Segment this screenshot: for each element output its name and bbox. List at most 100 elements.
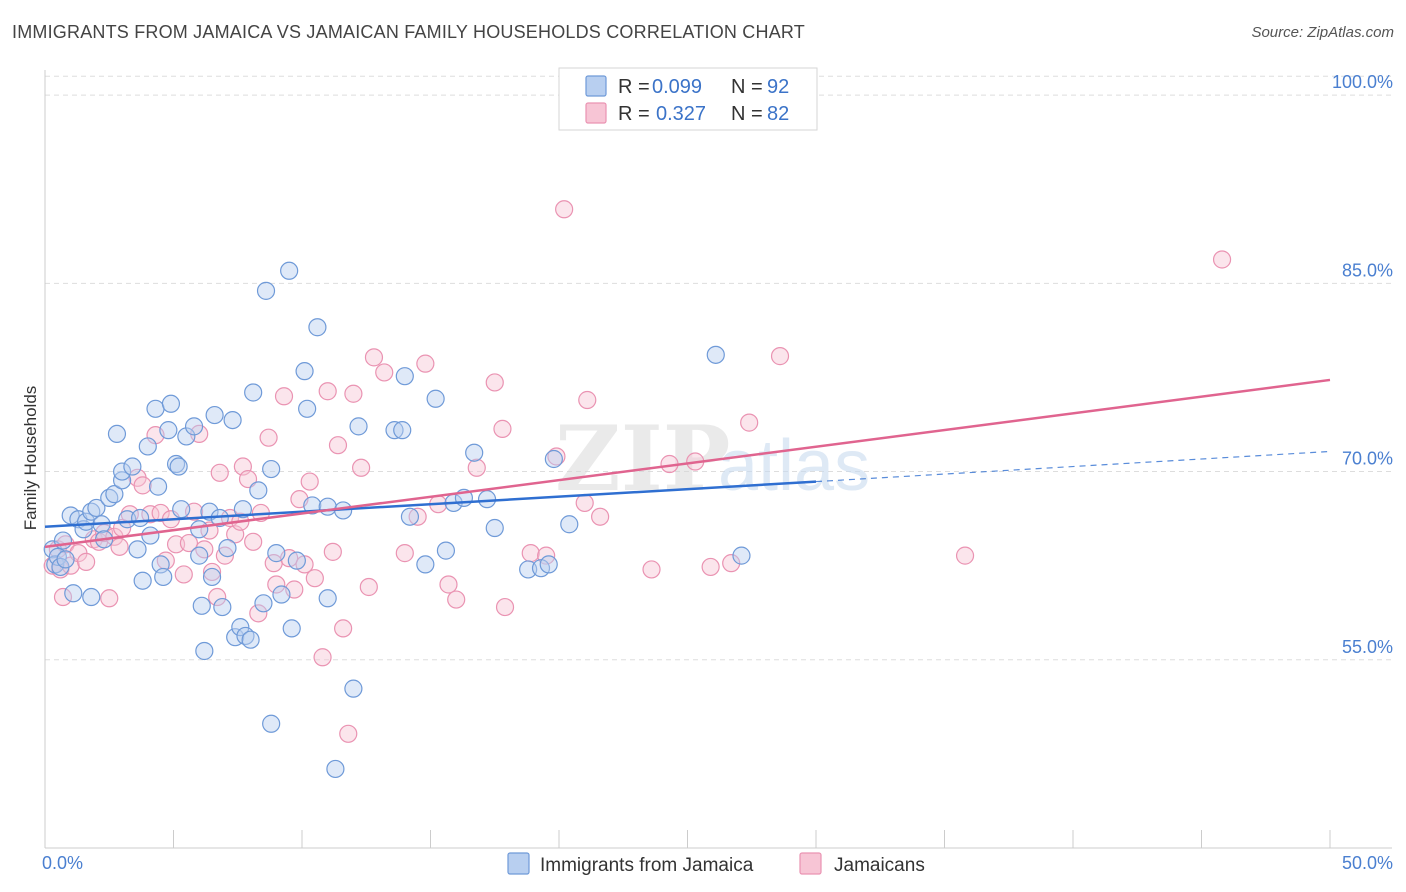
data-point-jamaicans	[770, 347, 790, 366]
data-point-immigrants-from-jamaica	[395, 367, 414, 386]
data-point-immigrants-from-jamaica	[282, 619, 301, 638]
data-point-immigrants-from-jamaica	[349, 417, 368, 436]
x-tick-label-end: 50.0%	[1342, 853, 1393, 873]
data-point-immigrants-from-jamaica	[393, 421, 412, 440]
data-point-immigrants-from-jamaica	[123, 457, 142, 476]
data-point-jamaicans	[313, 648, 332, 667]
data-point-immigrants-from-jamaica	[560, 515, 579, 534]
data-point-immigrants-from-jamaica	[138, 437, 157, 456]
data-point-immigrants-from-jamaica	[223, 411, 242, 430]
data-point-jamaicans	[174, 565, 193, 584]
data-point-immigrants-from-jamaica	[485, 518, 504, 538]
data-point-immigrants-from-jamaica	[385, 421, 404, 440]
data-point-jamaicans	[244, 532, 263, 551]
data-point-immigrants-from-jamaica	[539, 555, 558, 574]
data-point-immigrants-from-jamaica	[244, 383, 263, 402]
data-point-immigrants-from-jamaica	[706, 345, 725, 364]
data-point-jamaicans	[305, 569, 324, 588]
data-point-immigrants-from-jamaica	[133, 571, 152, 590]
data-point-jamaicans	[447, 590, 466, 609]
data-point-immigrants-from-jamaica	[544, 449, 563, 469]
data-point-immigrants-from-jamaica	[416, 555, 435, 574]
data-point-immigrants-from-jamaica	[519, 560, 538, 579]
data-point-immigrants-from-jamaica	[107, 424, 127, 444]
data-point-immigrants-from-jamaica	[732, 546, 751, 565]
data-point-jamaicans	[179, 533, 199, 553]
data-point-immigrants-from-jamaica	[161, 394, 181, 413]
data-point-jamaicans	[485, 373, 504, 392]
data-point-jamaicans	[267, 575, 286, 594]
data-point-jamaicans	[547, 447, 566, 466]
bottom-legend-swatch-blue	[507, 852, 530, 875]
data-point-jamaicans	[521, 544, 540, 563]
data-point-immigrants-from-jamaica	[400, 507, 420, 526]
bottom-legend-swatch-pink	[799, 852, 822, 875]
data-point-jamaicans	[578, 390, 597, 410]
legend-n-value-1: 92	[767, 76, 789, 98]
y-tick-label: 100.0%	[1332, 72, 1393, 92]
trend-line-immigrants-from-jamaica	[44, 480, 817, 529]
legend-r-label-2: R =	[618, 103, 650, 125]
data-point-jamaicans	[493, 419, 512, 438]
data-point-immigrants-from-jamaica	[205, 405, 224, 425]
data-point-jamaicans	[249, 604, 268, 623]
legend-swatch-blue	[585, 75, 607, 97]
data-point-immigrants-from-jamaica	[184, 417, 204, 436]
data-point-jamaicans	[375, 363, 394, 382]
trend-line-jamaicans	[44, 378, 1331, 549]
data-point-immigrants-from-jamaica	[172, 500, 191, 519]
data-point-immigrants-from-jamaica	[87, 498, 106, 518]
data-point-immigrants-from-jamaica	[218, 538, 237, 558]
tick-labels: 55.0% 70.0% 85.0% 100.0% 0.0% 50.0%	[42, 72, 1393, 873]
data-point-immigrants-from-jamaica	[148, 477, 168, 496]
data-point-jamaicans	[210, 463, 229, 482]
data-point-immigrants-from-jamaica	[192, 596, 211, 615]
data-point-jamaicans	[591, 507, 610, 526]
stats-legend: R = 0.099 N = 92 R = 0.327 N = 82	[558, 67, 818, 131]
data-point-jamaicans	[439, 575, 458, 594]
data-point-immigrants-from-jamaica	[77, 512, 96, 531]
data-point-jamaicans	[133, 476, 152, 495]
gridlines	[45, 75, 1392, 661]
y-tick-label: 55.0%	[1342, 637, 1393, 657]
data-point-jamaicans	[334, 619, 353, 638]
data-point-immigrants-from-jamaica	[280, 261, 299, 280]
data-point-jamaicans	[100, 589, 119, 608]
data-point-immigrants-from-jamaica	[298, 399, 317, 418]
data-point-jamaicans	[77, 552, 96, 571]
data-point-jamaicans	[408, 507, 427, 526]
data-point-immigrants-from-jamaica	[295, 362, 314, 381]
data-point-jamaicans	[300, 472, 319, 491]
data-point-jamaicans	[318, 382, 337, 401]
data-point-immigrants-from-jamaica	[262, 714, 281, 733]
axes	[44, 70, 1392, 849]
data-point-jamaicans	[495, 597, 515, 617]
data-point-immigrants-from-jamaica	[436, 541, 456, 560]
data-point-immigrants-from-jamaica	[426, 389, 445, 408]
data-point-immigrants-from-jamaica	[177, 427, 196, 446]
data-point-immigrants-from-jamaica	[249, 481, 268, 500]
data-point-immigrants-from-jamaica	[231, 618, 250, 637]
data-point-immigrants-from-jamaica	[141, 526, 160, 545]
data-point-immigrants-from-jamaica	[118, 510, 137, 529]
data-point-immigrants-from-jamaica	[344, 679, 363, 698]
data-point-jamaicans	[359, 577, 378, 597]
data-point-immigrants-from-jamaica	[318, 589, 337, 608]
data-point-immigrants-from-jamaica	[256, 281, 276, 300]
data-point-jamaicans	[722, 554, 741, 573]
data-point-immigrants-from-jamaica	[262, 459, 281, 479]
bottom-legend-label-blue: Immigrants from Jamaica	[540, 855, 754, 876]
data-point-jamaicans	[701, 557, 720, 577]
data-point-immigrants-from-jamaica	[202, 567, 222, 587]
data-point-jamaicans	[110, 537, 129, 556]
data-point-immigrants-from-jamaica	[159, 421, 178, 440]
data-point-jamaicans	[339, 724, 358, 743]
data-point-jamaicans	[53, 587, 73, 607]
series-legend: Immigrants from Jamaica Jamaicans	[507, 852, 925, 876]
data-point-jamaicans	[364, 348, 384, 367]
data-point-jamaicans	[166, 535, 186, 554]
data-point-immigrants-from-jamaica	[318, 497, 337, 516]
data-point-immigrants-from-jamaica	[254, 594, 273, 613]
data-point-jamaicans	[259, 428, 278, 447]
